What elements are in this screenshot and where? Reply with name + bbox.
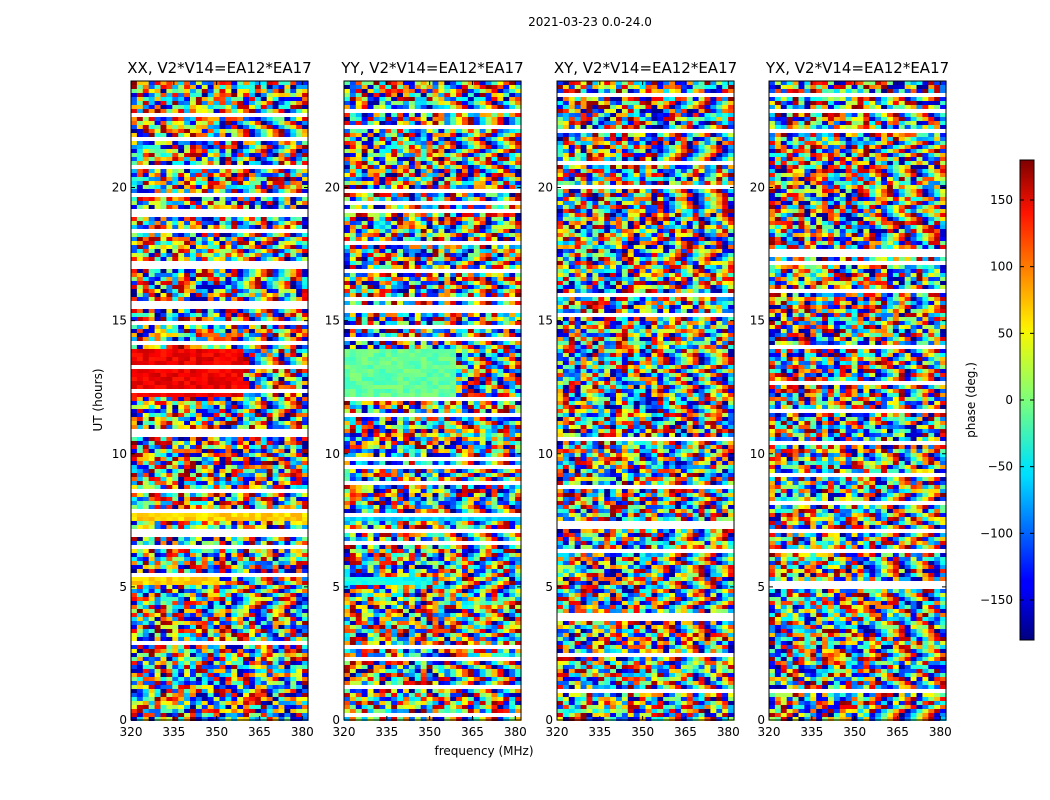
panels: XX, V2*V14=EA12*EA17 320 335 350 365 380 0 5 10 1…: [112, 59, 952, 739]
x-tick-label: 380: [929, 725, 952, 739]
phase-image: [131, 81, 309, 721]
y-tick-label: 5: [119, 580, 127, 594]
y-tick-label: 0: [757, 713, 765, 727]
colorbar-tick-label: −150: [980, 593, 1013, 607]
x-tick-label: 350: [205, 725, 228, 739]
x-tick-label: 365: [674, 725, 697, 739]
y-tick-label: 20: [325, 181, 340, 195]
x-tick-label: 335: [375, 725, 398, 739]
y-axis-label: UT (hours): [91, 368, 105, 431]
y-tick-label: 0: [545, 713, 553, 727]
y-tick-label: 10: [112, 447, 127, 461]
y-tick-label: 5: [757, 580, 765, 594]
x-tick-label: 350: [631, 725, 654, 739]
panel-1: XX, V2*V14=EA12*EA17 320 335 350 365 380 0 5 10 1…: [112, 59, 314, 739]
y-tick-label: 15: [538, 314, 553, 328]
y-tick-label: 20: [750, 181, 765, 195]
panel-title: YY, V2*V14=EA12*EA17: [340, 59, 523, 77]
x-tick-label: 320: [120, 725, 143, 739]
x-tick-label: 350: [418, 725, 441, 739]
x-tick-label: 380: [717, 725, 740, 739]
x-tick-label: 350: [843, 725, 866, 739]
x-tick-label: 335: [800, 725, 823, 739]
x-tick-label: 335: [162, 725, 185, 739]
panel-4: YX, V2*V14=EA12*EA17 320 335 350 365 380 0 5 10 1…: [750, 59, 952, 739]
x-tick-label: 365: [886, 725, 909, 739]
panel-2: YY, V2*V14=EA12*EA17 320 335 350 365 380 0 5 10 1…: [325, 59, 527, 739]
x-tick-label: 320: [546, 725, 569, 739]
x-tick-label: 320: [333, 725, 356, 739]
y-tick-label: 15: [750, 314, 765, 328]
colorbar-ticks: 150 100 50 0 −50 −100 −150: [980, 193, 1034, 607]
colorbar-tick-label: 0: [1005, 393, 1013, 407]
x-axis-label: frequency (MHz): [434, 744, 533, 758]
x-tick-label: 320: [758, 725, 781, 739]
panel-3: XY, V2*V14=EA12*EA17 320 335 350 365 380 0 5 10 1…: [538, 59, 740, 739]
phase-image: [344, 81, 522, 721]
y-tick-label: 15: [325, 314, 340, 328]
y-tick-label: 0: [119, 713, 127, 727]
y-tick-label: 10: [325, 447, 340, 461]
colorbar-label: phase (deg.): [964, 362, 978, 438]
panel-title: YX, V2*V14=EA12*EA17: [765, 59, 949, 77]
y-tick-label: 5: [545, 580, 553, 594]
panel-title: XX, V2*V14=EA12*EA17: [127, 59, 311, 77]
colorbar-tick-label: 100: [990, 260, 1013, 274]
x-tick-label: 335: [588, 725, 611, 739]
y-tick-label: 15: [112, 314, 127, 328]
x-tick-label: 365: [248, 725, 271, 739]
colorbar-tick-label: 150: [990, 193, 1013, 207]
panel-title: XY, V2*V14=EA12*EA17: [554, 59, 737, 77]
y-tick-label: 10: [538, 447, 553, 461]
colorbar-tick-label: 50: [998, 326, 1013, 340]
y-tick-label: 20: [112, 181, 127, 195]
colorbar-tick-label: −100: [980, 526, 1013, 540]
plot-frame: [343, 80, 522, 721]
y-tick-label: 20: [538, 181, 553, 195]
x-tick-label: 380: [504, 725, 527, 739]
plot-frame: [556, 80, 735, 721]
plot-frame: [768, 80, 947, 721]
colorbar-tick-label: −50: [988, 460, 1013, 474]
plot-frame: [130, 80, 309, 721]
y-tick-label: 10: [750, 447, 765, 461]
y-tick-label: 0: [332, 713, 340, 727]
y-tick-label: 5: [332, 580, 340, 594]
figure-title: 2021-03-23 0.0-24.0: [528, 15, 652, 29]
x-tick-label: 380: [291, 725, 314, 739]
colorbar: 150 100 50 0 −50 −100 −150 phase (deg.): [964, 159, 1035, 641]
phase-image: [557, 81, 735, 721]
x-tick-label: 365: [461, 725, 484, 739]
phase-image: [769, 81, 947, 721]
